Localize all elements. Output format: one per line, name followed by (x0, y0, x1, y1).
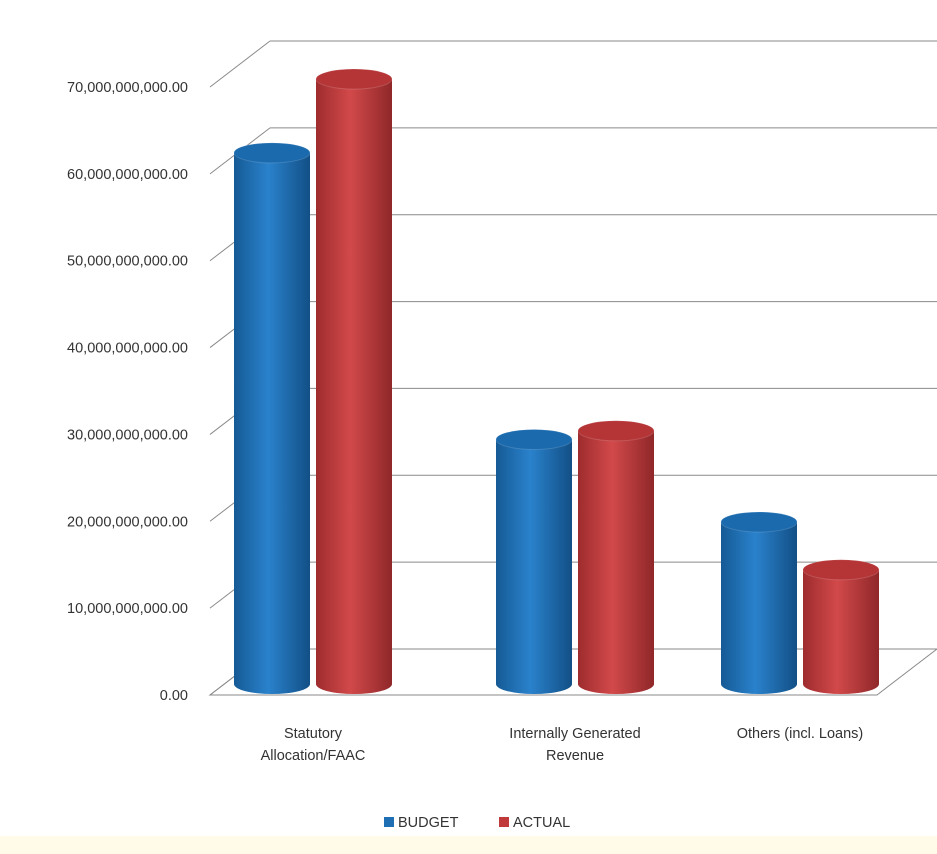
legend-label-actual: ACTUAL (513, 815, 570, 831)
bar-top-budget-1 (495, 428, 573, 450)
y-tick-label: 70,000,000,000.00 (67, 80, 188, 96)
bar-budget-1 (496, 439, 572, 694)
bar-top-actual-2 (802, 559, 880, 581)
bottom-band (0, 836, 937, 854)
bar-budget-0 (234, 152, 310, 694)
x-category-label: Internally Generated Revenue (509, 726, 640, 764)
y-tick-label: 50,000,000,000.00 (67, 254, 188, 270)
legend-label-budget: BUDGET (398, 815, 459, 831)
bar-top-actual-1 (577, 420, 655, 442)
bar-budget-2 (721, 522, 797, 694)
y-tick-label: 60,000,000,000.00 (67, 167, 188, 183)
y-tick-label: 40,000,000,000.00 (67, 341, 188, 357)
bar-top-budget-2 (720, 511, 798, 533)
y-tick-label: 10,000,000,000.00 (67, 601, 188, 617)
x-category-label: Others (incl. Loans) (737, 726, 864, 742)
bar-actual-0 (316, 79, 392, 695)
bar-top-budget-0 (233, 142, 311, 164)
legend-swatch-budget (384, 817, 394, 827)
x-category-label: Statutory Allocation/FAAC (261, 726, 366, 764)
y-tick-label: 30,000,000,000.00 (67, 427, 188, 443)
bar-actual-2 (803, 569, 879, 694)
legend-swatch-actual (499, 817, 509, 827)
bar-top-actual-0 (315, 68, 393, 90)
y-tick-label: 0.00 (160, 688, 188, 704)
gridline-depth (209, 40, 271, 88)
bar-actual-1 (578, 430, 654, 694)
y-tick-label: 20,000,000,000.00 (67, 514, 188, 530)
